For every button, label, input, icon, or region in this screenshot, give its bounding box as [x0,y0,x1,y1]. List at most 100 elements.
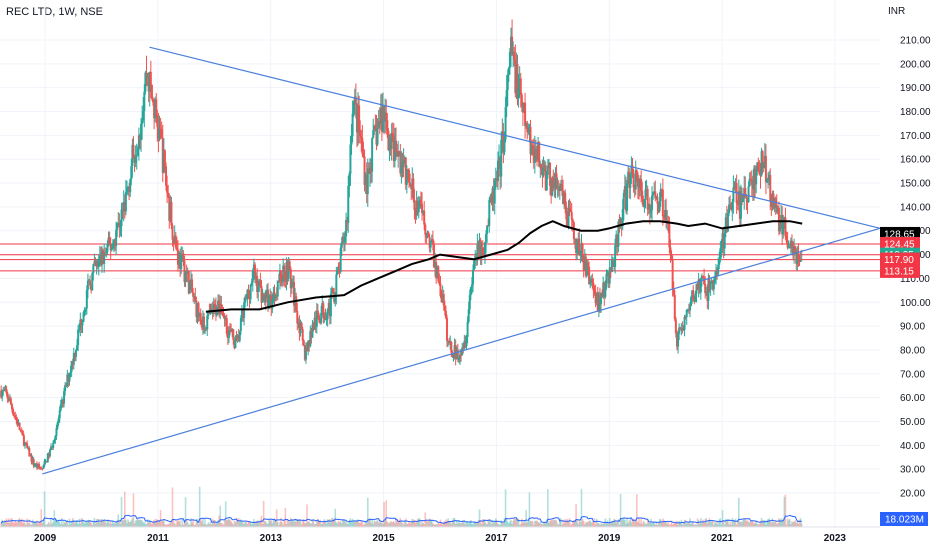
volume-bar [123,491,126,527]
volume-bar [1,519,4,527]
candle-body [347,185,350,224]
candle-body [658,201,661,212]
volume-bar [343,519,345,527]
volume-bar [658,518,661,527]
candle-body [224,318,227,320]
volume-bar [387,522,390,527]
volume-bar [406,523,408,527]
candle-body [345,219,348,237]
volume-bar [257,520,260,527]
volume-bar [588,521,590,527]
volume-bar [603,522,606,527]
volume-bar [28,519,31,527]
volume-bar [655,521,658,527]
volume-bar [118,519,121,527]
volume-bar [503,518,506,527]
volume-bar [797,523,800,527]
volume-bar [578,519,581,527]
candle-body [438,281,441,284]
candle-body [456,349,459,360]
candle-body [613,259,616,267]
candle-body [60,400,63,405]
candle-body [463,341,466,349]
candle-body [276,280,279,297]
volume-bar [581,519,584,527]
volume-bar [527,521,530,527]
candle-body [708,278,711,290]
candle-body [697,279,700,290]
volume-bar [366,497,369,527]
candle-body [719,248,722,260]
candle-body [631,165,634,174]
candle-body [195,300,198,317]
candle-body [237,335,240,341]
candle-body [35,463,38,468]
volume-bar [293,521,295,527]
volume-bar [369,518,371,527]
candle-body [145,72,148,78]
volume-bar [362,524,365,527]
candle-body [768,175,771,178]
price-tag-box [880,263,920,278]
volume-bar [14,520,17,527]
candle-body [469,287,472,296]
volume-bar [89,521,91,527]
candle-body [435,262,438,279]
candle-body [275,295,278,297]
volume-bar [230,521,232,527]
candle-body [50,446,53,450]
candle-body [247,289,250,294]
candle-body [402,160,405,168]
candle-body [262,294,265,296]
volume-bar [289,518,292,527]
volume-bar [331,517,333,527]
volume-bar [555,520,558,527]
volume-bar [641,523,644,527]
candle-body [421,203,424,213]
candle-body [244,296,247,303]
candle-body [767,177,770,181]
candle-body [64,385,67,392]
candle-body [86,280,89,290]
moving-average [205,220,803,313]
candle-body [249,284,252,300]
candle-body [722,233,725,249]
volume-bar [612,520,614,527]
volume-bar [121,520,124,527]
volume-bar [529,520,532,527]
volume-bar [10,518,12,527]
volume-bar [67,524,70,527]
volume-bar [777,523,779,527]
candle-body [412,178,415,200]
x-tick-label: 2013 [260,533,283,544]
candle-body [0,390,3,398]
candle-body [397,151,400,157]
candle-body [383,105,386,122]
candle-body [794,245,797,251]
volume-bar [595,518,598,527]
volume-bar [308,521,311,527]
candle-body [104,252,107,254]
candle-body [175,247,178,250]
volume-bar [305,523,307,527]
volume-bar [455,520,458,527]
candle-body [392,136,395,162]
candle-body [179,252,182,269]
candle-body [286,262,289,279]
candle-body [664,210,667,218]
candle-body [448,340,451,343]
candle-body [769,175,772,202]
candle-body [193,296,196,298]
candle-body [342,236,345,242]
volume-bar [432,523,434,527]
candle-body [219,304,222,315]
candle-body [222,315,225,317]
candle-body [131,144,134,167]
candle-body [366,168,369,194]
candle-body [154,99,157,119]
volume-bar [779,519,781,527]
candle-body [743,188,746,199]
volume-bar [152,522,154,527]
volume-bar [685,523,688,527]
